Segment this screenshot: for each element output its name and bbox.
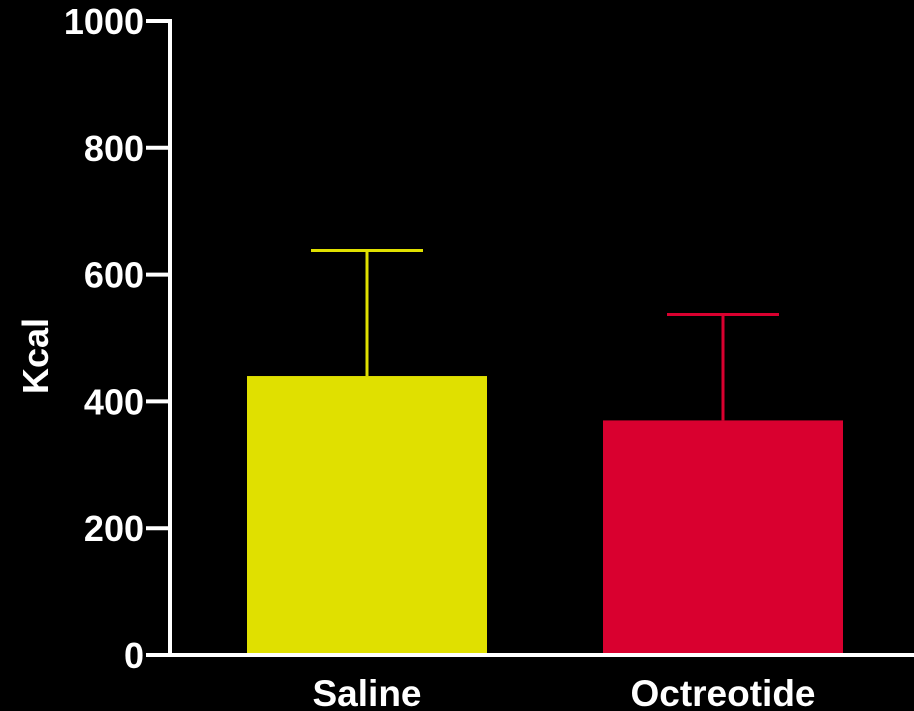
bar-saline — [247, 376, 487, 655]
y-tick-label: 0 — [124, 635, 144, 676]
x-category-label: Saline — [313, 673, 422, 711]
error-bars-layer — [311, 249, 779, 421]
x-category-label: Octreotide — [630, 673, 815, 711]
y-tick-label: 600 — [84, 255, 144, 296]
y-ticks-layer: 0 200 400 600 800 1000 — [64, 1, 170, 676]
y-axis-title: Kcal — [15, 318, 56, 394]
y-tick-label: 200 — [84, 508, 144, 549]
axes-layer — [168, 19, 914, 657]
y-tick-label: 400 — [84, 381, 144, 422]
y-tick-label: 1000 — [64, 1, 144, 42]
category-labels-layer: Saline Octreotide — [313, 673, 816, 711]
y-tick-label: 800 — [84, 128, 144, 169]
bar-octreotide — [603, 420, 843, 655]
bars-layer — [247, 376, 843, 655]
